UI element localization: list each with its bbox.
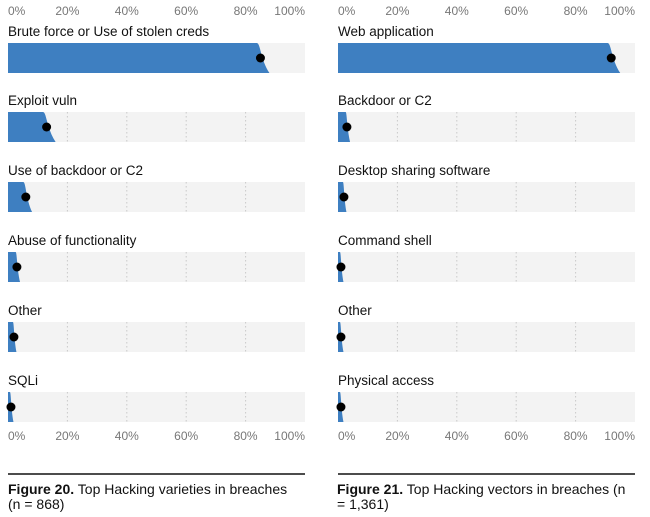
bar [8, 43, 270, 73]
bar-point [6, 402, 16, 412]
figure-20-title: Top Hacking varieties in breaches (n = 8… [8, 481, 288, 512]
bar-track [8, 182, 305, 212]
bar-point [606, 53, 616, 63]
x-tick-top-3: 60% [504, 4, 528, 18]
x-tick-bottom-5: 100% [604, 429, 635, 443]
figure-21-title: Top Hacking vectors in breaches (n = 1,3… [337, 481, 626, 512]
bar-track [8, 322, 305, 352]
x-tick-bottom-3: 60% [174, 429, 198, 443]
bar-point [9, 332, 19, 342]
figure-20-caption: Figure 20. Top Hacking varieties in brea… [8, 482, 298, 512]
bar-point [336, 332, 346, 342]
x-tick-top-0: 0% [338, 4, 356, 18]
x-tick-bottom-4: 80% [564, 429, 588, 443]
category-label: Exploit vuln [8, 93, 77, 108]
x-tick-top-3: 60% [174, 4, 198, 18]
bar [338, 43, 621, 73]
category-label: Brute force or Use of stolen creds [8, 24, 209, 39]
x-tick-bottom-2: 40% [445, 429, 469, 443]
bar-track [338, 252, 635, 282]
bar [8, 112, 56, 142]
x-tick-bottom-0: 0% [8, 429, 26, 443]
bar-track [338, 182, 635, 212]
bar-point [336, 262, 346, 272]
bar-point [42, 122, 52, 132]
category-label: Other [8, 303, 42, 318]
x-tick-top-2: 40% [445, 4, 469, 18]
figure-21-label: Figure 21. [337, 481, 404, 497]
category-label: Physical access [338, 373, 434, 388]
bar-track [8, 112, 305, 142]
x-tick-bottom-5: 100% [274, 429, 305, 443]
x-tick-bottom-3: 60% [504, 429, 528, 443]
chart-panel-2: 0% 0% 20% 20% 40% 40% 60% 60% 80% 80% 100% 100% Web … [336, 4, 635, 475]
category-label: Abuse of functionality [8, 233, 137, 248]
bar-track [338, 322, 635, 352]
category-label: Use of backdoor or C2 [8, 163, 143, 178]
bar-track [8, 252, 305, 282]
category-label: Desktop sharing software [338, 163, 490, 178]
category-label: Web application [338, 24, 434, 39]
bar-track [338, 112, 635, 142]
bar-point [12, 262, 22, 272]
x-tick-top-2: 40% [115, 4, 139, 18]
x-tick-top-1: 20% [55, 4, 79, 18]
category-label: Backdoor or C2 [338, 93, 432, 108]
bar-point [342, 122, 352, 132]
bar-point [21, 192, 31, 202]
x-tick-bottom-2: 40% [115, 429, 139, 443]
x-tick-top-5: 100% [274, 4, 305, 18]
bar [8, 182, 33, 212]
category-label: Other [338, 303, 372, 318]
bar-track [8, 392, 305, 422]
x-tick-bottom-0: 0% [338, 429, 356, 443]
x-tick-top-4: 80% [564, 4, 588, 18]
bar-point [339, 192, 349, 202]
x-tick-bottom-1: 20% [385, 429, 409, 443]
x-tick-top-4: 80% [234, 4, 258, 18]
bar-track [338, 392, 635, 422]
x-tick-bottom-4: 80% [234, 429, 258, 443]
bar-point [336, 402, 346, 412]
x-tick-top-0: 0% [8, 4, 26, 18]
category-label: SQLi [8, 373, 38, 388]
x-tick-bottom-1: 20% [55, 429, 79, 443]
chart-panel-1: 0% 0% 20% 20% 40% 40% 60% 60% 80% 80% 100% 100% Brut… [6, 4, 305, 475]
x-tick-top-5: 100% [604, 4, 635, 18]
x-tick-top-1: 20% [385, 4, 409, 18]
bar-point [255, 53, 265, 63]
figure-20-label: Figure 20. [8, 481, 75, 497]
category-label: Command shell [338, 233, 432, 248]
figure-21-caption: Figure 21. Top Hacking vectors in breach… [337, 482, 627, 512]
